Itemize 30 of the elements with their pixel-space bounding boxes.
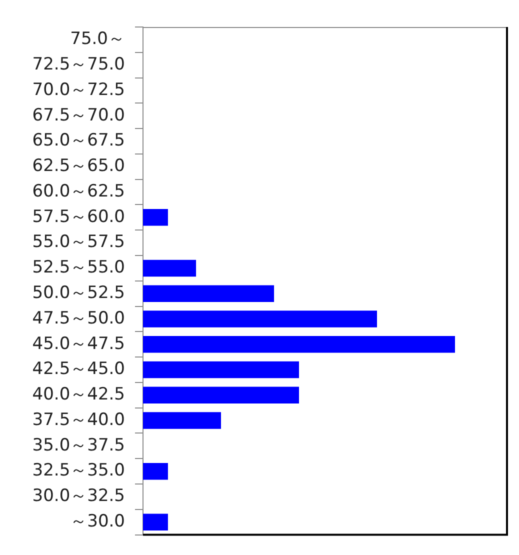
y-tick-label: 32.5～35.0	[32, 460, 125, 481]
bar	[143, 285, 274, 302]
y-tick-label: 40.0～42.5	[32, 384, 125, 405]
y-tick-label: 57.5～60.0	[32, 206, 125, 227]
y-tick-label: ～30.0	[70, 512, 125, 532]
y-tick-label: 60.0～62.5	[32, 181, 125, 202]
y-tick-label: 50.0～52.5	[32, 283, 125, 304]
y-tick-label: 30.0～32.5	[32, 486, 125, 506]
bar	[143, 462, 168, 480]
bar	[143, 386, 299, 404]
y-tick-label: 70.0～72.5	[32, 80, 125, 100]
bar	[143, 310, 377, 328]
y-tick-label: 72.5～75.0	[32, 54, 125, 75]
y-tick-label: 67.5～70.0	[32, 105, 125, 126]
y-tick-label: 65.0～67.5	[32, 130, 125, 151]
bar	[143, 514, 168, 530]
bar	[143, 336, 455, 353]
y-tick-label: 45.0～47.5	[32, 334, 125, 354]
y-tick-label: 37.5～40.0	[32, 410, 125, 430]
y-tick-label: 62.5～65.0	[32, 156, 125, 176]
y-tick-label: 47.5～50.0	[32, 308, 125, 328]
y-tick-label: 35.0～37.5	[32, 435, 125, 456]
bar	[143, 260, 196, 277]
y-tick-label: 42.5～45.0	[32, 359, 125, 380]
bar	[143, 361, 299, 378]
y-tick-label: 55.0～57.5	[32, 232, 125, 252]
y-tick-label: 52.5～55.0	[32, 258, 125, 278]
bar	[143, 412, 221, 429]
bar	[143, 209, 168, 226]
y-tick-label: 75.0～	[70, 29, 125, 50]
